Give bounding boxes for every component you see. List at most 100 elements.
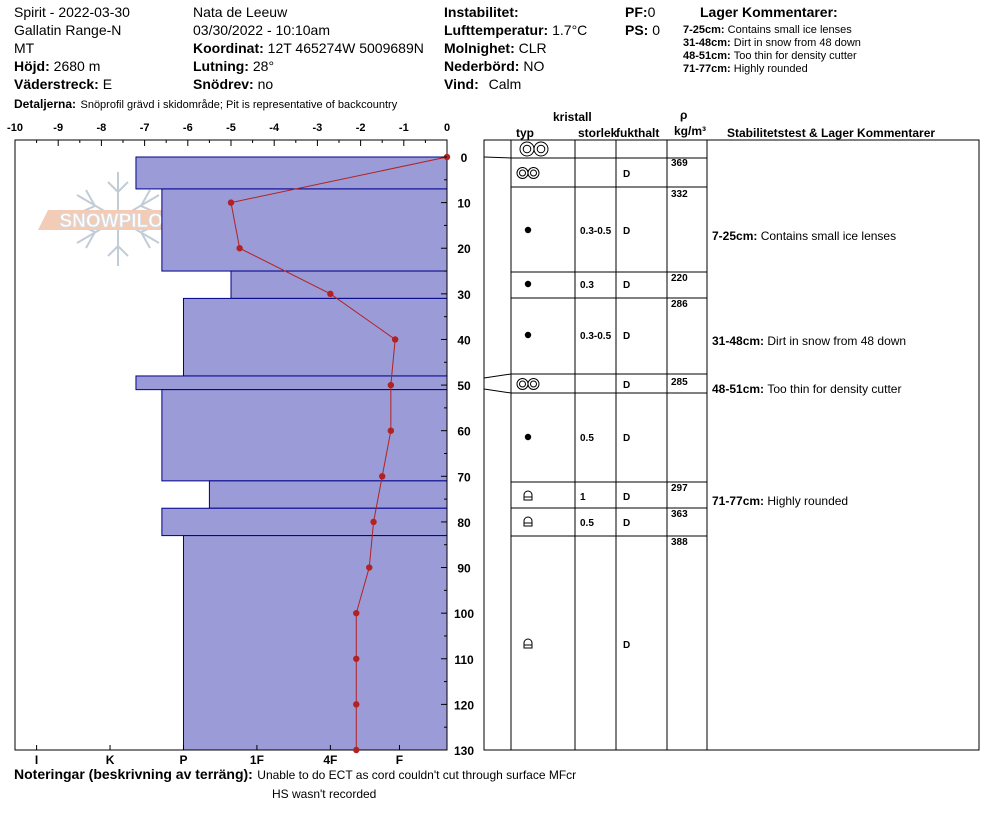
airtemp-label: Lufttemperatur:	[444, 22, 549, 38]
wind-value: Calm	[488, 76, 522, 92]
coordinates: Koordinat: 12T 465274W 5009689N	[193, 40, 424, 56]
melt-freeze-inner	[522, 144, 532, 154]
notes: Noteringar (beskrivning av terräng): Una…	[14, 766, 576, 784]
melt-freeze-outer	[527, 378, 540, 390]
layer-comment-range: 31-48cm:	[683, 37, 734, 49]
faceted-shape	[523, 490, 533, 501]
stability-comment: 7-25cm: Contains small ice lenses	[712, 229, 896, 243]
rounded-grain-dot	[524, 433, 532, 441]
hardness-bar	[208, 480, 448, 509]
temperature-line	[230, 156, 448, 750]
temperature-point	[353, 701, 360, 708]
depth-tick-label: 90	[457, 562, 471, 576]
rounded-grain-dot	[524, 226, 532, 234]
wind: Vind: Calm	[444, 76, 521, 92]
depth-tick-label: 100	[454, 607, 474, 621]
slope-value: 28°	[252, 58, 275, 74]
stability-comment-text: Highly rounded	[767, 494, 848, 508]
ps-value: 0	[652, 22, 661, 38]
temperature-point	[379, 473, 386, 480]
stability-comment-text: Contains small ice lenses	[761, 229, 896, 243]
aspect: Väderstreck: E	[14, 76, 112, 92]
observer-line: Spirit - 2022-03-30	[14, 4, 130, 20]
rounded-grain-dot	[524, 280, 532, 288]
sky-label: Molnighet:	[444, 40, 515, 56]
hardness-bar	[161, 389, 448, 482]
moisture: D	[623, 518, 630, 529]
moisture: D	[623, 331, 630, 342]
notes-line1: Unable to do ECT as cord couldn't cut th…	[257, 768, 577, 782]
layer-comment: 31-48cm: Dirt in snow from 48 down	[683, 37, 861, 50]
rounded-grain-icon	[524, 331, 532, 339]
stability-comment: 71-77cm: Highly rounded	[712, 494, 848, 508]
air-temperature: Lufttemperatur: 1.7°C	[444, 22, 587, 38]
melt-freeze-inner	[519, 380, 526, 388]
depth-tick-label: 110	[454, 653, 474, 667]
grain-size: 0.5	[580, 518, 594, 529]
layer-connector	[483, 156, 512, 159]
temp-tick-label: -10	[7, 122, 23, 134]
layer-comment-text: Dirt in snow from 48 down	[733, 37, 861, 49]
precip-label: Nederbörd:	[444, 58, 520, 74]
layer-connector	[483, 373, 512, 379]
temperature-point	[387, 381, 395, 389]
pf-value: 0	[647, 4, 656, 20]
layer-comment-range: 48-51cm:	[683, 50, 734, 62]
temp-tick-label: -4	[269, 122, 280, 134]
table-border	[483, 139, 980, 751]
layer-comment-range: 7-25cm:	[683, 24, 728, 36]
layer-comment-text: Highly rounded	[733, 63, 808, 75]
temperature-point	[227, 199, 235, 206]
elevation-value: 2680 m	[53, 58, 101, 74]
temp-tick-label: -3	[313, 122, 323, 134]
col-stability: Stabilitetstest & Lager Kommentarer	[727, 126, 936, 140]
grain-size: 0.5	[580, 433, 594, 444]
depth-tick-label: 50	[457, 379, 471, 393]
stability-comment-range: 31-48cm:	[712, 334, 767, 348]
grain-size: 0.3-0.5	[580, 331, 612, 342]
col-moisture: fukthalt	[616, 126, 660, 140]
melt-freeze-inner	[536, 144, 546, 154]
aspect-label: Väderstreck:	[14, 76, 99, 92]
snowpilot-logo: SNOWPILOT	[38, 172, 196, 266]
hardness-tick-label: 1F	[250, 753, 264, 767]
depth-tick-label: 0	[461, 151, 468, 165]
hardness-tick-label: F	[396, 753, 403, 767]
temperature-point	[353, 655, 360, 662]
moisture: D	[623, 380, 630, 391]
density: 369	[671, 158, 688, 169]
grain-size: 0.3	[580, 280, 594, 291]
precipitation: Nederbörd: NO	[444, 58, 544, 74]
depth-tick-label: 130	[454, 744, 474, 758]
depth-tick-label: 120	[454, 698, 474, 712]
hardness-tick-label: I	[35, 753, 38, 767]
precip-value: NO	[523, 58, 545, 74]
melt-freeze-outer	[516, 378, 529, 390]
hardness-bar	[135, 375, 448, 391]
slope: Lutning: 28°	[193, 58, 274, 74]
melt-freeze-outer	[527, 167, 540, 179]
stability-comment-range: 7-25cm:	[712, 229, 761, 243]
density: 332	[671, 189, 688, 200]
moisture: D	[623, 169, 630, 180]
col-type: typ	[516, 126, 534, 140]
depth-tick-label: 10	[457, 197, 471, 211]
faceted-grain-icon	[523, 490, 533, 501]
col-density-unit: kg/m³	[674, 124, 707, 138]
details: Detaljerna: Snöprofil grävd i skidområde…	[14, 95, 397, 113]
rounded-grain-dot	[524, 331, 532, 339]
pf-label: PF:	[625, 4, 648, 20]
instability-label: Instabilitet:	[444, 4, 519, 20]
layer-comment-text: Too thin for density cutter	[733, 50, 857, 62]
stability-comment-text: Too thin for density cutter	[767, 382, 901, 396]
moisture: D	[623, 280, 630, 291]
observation-datetime: 03/30/2022 - 10:10am	[193, 22, 330, 38]
layer-connector	[483, 388, 512, 394]
temperature-point	[327, 290, 334, 298]
state: MT	[14, 40, 35, 56]
temp-tick-label: -2	[356, 122, 366, 134]
slope-label: Lutning:	[193, 58, 249, 74]
sky-cover: Molnighet: CLR	[444, 40, 547, 56]
temp-tick-label: -6	[183, 122, 193, 134]
snow-drift: Snödrev: no	[193, 76, 273, 92]
